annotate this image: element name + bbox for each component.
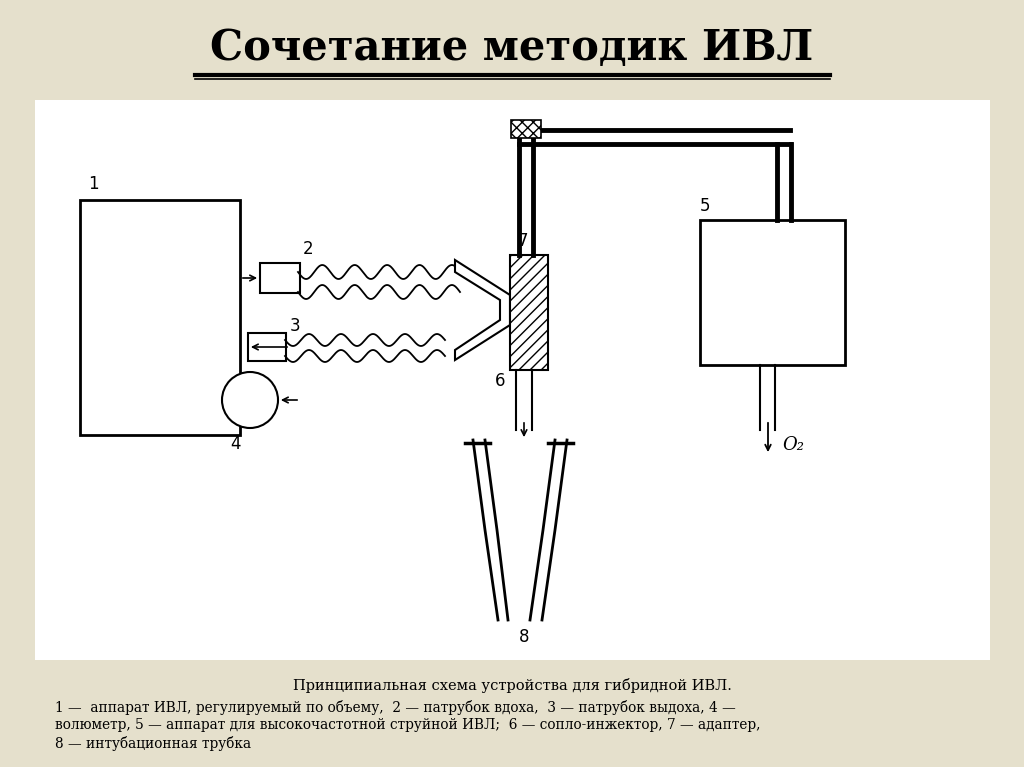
Text: Принципиальная схема устройства для гибридной ИВЛ.: Принципиальная схема устройства для гибр… [293,678,731,693]
Bar [248,333,286,361]
Text: 8 — интубационная трубка: 8 — интубационная трубка [55,736,251,751]
Polygon shape [455,260,510,360]
Text: волюметр, 5 — аппарат для высокочастотной струйной ИВЛ;  6 — сопло-инжектор, 7 —: волюметр, 5 — аппарат для высокочастотно… [55,718,761,732]
Bar [80,200,240,435]
Text: 7: 7 [518,232,528,250]
Bar [260,263,300,293]
Bar [35,100,990,660]
Bar [700,220,845,365]
Text: 1: 1 [88,175,98,193]
Text: 1 —  аппарат ИВЛ, регулируемый по объему,  2 — патрубок вдоха,  3 — патрубок выд: 1 — аппарат ИВЛ, регулируемый по объему,… [55,700,736,715]
Text: 6: 6 [495,372,506,390]
Bar [510,255,548,370]
Text: 4: 4 [230,435,241,453]
Text: 2: 2 [303,240,313,258]
Text: 3: 3 [290,317,301,335]
Bar [511,120,541,138]
Circle shape [222,372,278,428]
Text: O₂: O₂ [782,436,804,454]
Text: 5: 5 [700,197,711,215]
Text: Сочетание методик ИВЛ: Сочетание методик ИВЛ [210,27,814,69]
Text: 8: 8 [519,628,529,646]
